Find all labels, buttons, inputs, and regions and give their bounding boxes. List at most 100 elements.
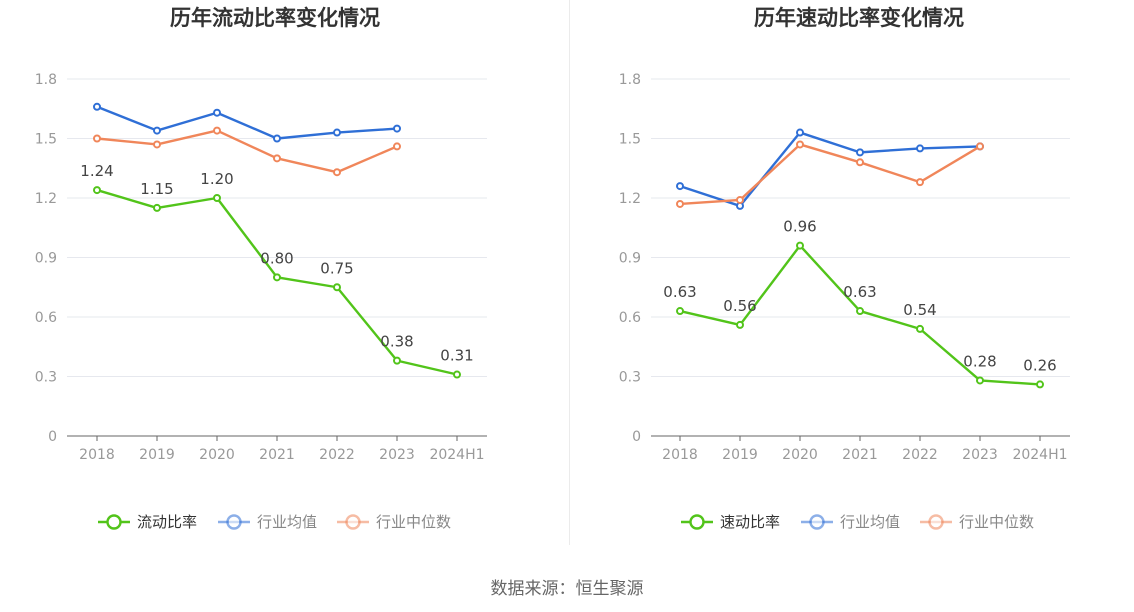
data-point xyxy=(333,283,341,292)
data-point xyxy=(976,376,984,385)
y-tick-label: 1.5 xyxy=(619,132,641,148)
legend-marker-icon xyxy=(809,514,825,530)
x-tick-label: 2020 xyxy=(199,447,235,463)
chart-title: 历年流动比率变化情况 xyxy=(170,6,380,30)
x-tick-label: 2020 xyxy=(782,447,818,463)
x-tick-label: 2019 xyxy=(139,447,175,463)
data-point xyxy=(333,168,341,177)
data-point xyxy=(916,144,924,153)
x-tick-label: 2019 xyxy=(722,447,758,463)
y-tick-label: 0 xyxy=(48,429,57,445)
chart-2: 历年速动比率变化情况 0 0.3 0.6 0.9 1.2 1.5 1.8 2018 2019 202… xyxy=(619,6,1070,531)
legend-item-1[interactable]: 速动比率 xyxy=(681,513,780,531)
data-point xyxy=(856,307,864,316)
data-point xyxy=(796,128,804,137)
data-label: 1.20 xyxy=(200,170,233,188)
y-tick-label: 0.6 xyxy=(619,310,641,326)
x-tick-label: 2018 xyxy=(662,447,698,463)
data-point xyxy=(153,140,161,149)
data-label: 0.63 xyxy=(663,283,696,301)
data-point xyxy=(213,194,221,202)
data-point xyxy=(796,241,804,250)
data-point xyxy=(676,182,684,191)
data-point xyxy=(213,108,221,117)
x-tick-label: 2021 xyxy=(259,447,295,463)
legend-item-3[interactable]: 行业中位数 xyxy=(337,513,451,531)
data-point xyxy=(796,140,804,149)
x-tick-label: 2024H1 xyxy=(429,447,484,463)
data-point xyxy=(273,273,281,282)
legend-label: 行业均值 xyxy=(257,513,317,531)
legend-label: 行业中位数 xyxy=(376,513,451,531)
data-point xyxy=(93,102,101,111)
y-tick-label: 0.3 xyxy=(35,370,57,386)
x-tick-label: 2024H1 xyxy=(1012,447,1067,463)
data-label: 1.15 xyxy=(140,180,173,198)
series-line-2 xyxy=(96,105,398,140)
data-label: 0.26 xyxy=(1023,356,1056,374)
data-point xyxy=(453,370,461,379)
legend-marker-icon xyxy=(928,514,944,530)
data-label: 1.24 xyxy=(80,162,113,180)
legend-label: 速动比率 xyxy=(720,513,780,531)
data-point xyxy=(333,128,341,137)
data-point xyxy=(273,154,281,163)
y-tick-label: 0.9 xyxy=(35,251,57,267)
y-tick-label: 1.8 xyxy=(619,72,641,88)
legend-label: 行业中位数 xyxy=(959,513,1034,531)
data-point xyxy=(393,356,401,365)
legend-item-2[interactable]: 行业均值 xyxy=(218,513,317,531)
data-label: 0.38 xyxy=(380,333,413,351)
y-tick-label: 0.9 xyxy=(619,251,641,267)
legend-marker-icon xyxy=(226,514,242,530)
data-point xyxy=(856,158,864,167)
legend-label: 流动比率 xyxy=(137,513,197,531)
y-tick-label: 1.2 xyxy=(35,191,57,207)
y-tick-label: 0 xyxy=(632,429,641,445)
data-point xyxy=(736,195,744,204)
data-label: 0.96 xyxy=(783,218,816,236)
data-point xyxy=(93,134,101,143)
data-point xyxy=(393,124,401,133)
legend-marker-icon xyxy=(689,514,705,530)
data-point xyxy=(736,320,744,329)
y-tick-label: 1.2 xyxy=(619,191,641,207)
y-tick-label: 1.8 xyxy=(35,72,57,88)
legend-marker-icon xyxy=(345,514,361,530)
data-label: 0.54 xyxy=(903,301,936,319)
data-point xyxy=(976,142,984,151)
data-point xyxy=(676,199,684,208)
data-label: 0.56 xyxy=(723,297,756,315)
series-line-2 xyxy=(679,131,981,208)
data-point xyxy=(93,186,101,195)
x-tick-label: 2023 xyxy=(962,447,998,463)
legend-item-2[interactable]: 行业均值 xyxy=(801,513,900,531)
data-label: 0.63 xyxy=(843,283,876,301)
data-point xyxy=(916,324,924,333)
data-source-note: 数据来源：恒生聚源 xyxy=(490,579,644,599)
y-tick-label: 0.6 xyxy=(35,310,57,326)
data-label: 0.31 xyxy=(440,347,473,365)
series-line-3 xyxy=(96,129,398,174)
x-tick-label: 2021 xyxy=(842,447,878,463)
y-tick-label: 0.3 xyxy=(619,370,641,386)
legend-item-1[interactable]: 流动比率 xyxy=(98,513,197,531)
legend-marker-icon xyxy=(106,514,122,530)
chart-divider xyxy=(569,0,570,545)
data-point xyxy=(856,148,864,157)
data-point xyxy=(213,126,221,135)
data-point xyxy=(153,203,161,212)
chart-1: 历年流动比率变化情况 0 0.3 0.6 0.9 1.2 1.5 1.8 2018 2019 202… xyxy=(35,6,487,531)
data-point xyxy=(1036,380,1044,389)
data-label: 0.28 xyxy=(963,352,996,370)
legend-label: 行业均值 xyxy=(840,513,900,531)
legend-item-3[interactable]: 行业中位数 xyxy=(920,513,1034,531)
data-label: 0.80 xyxy=(260,249,293,267)
x-tick-label: 2023 xyxy=(379,447,415,463)
y-tick-label: 1.5 xyxy=(35,132,57,148)
x-tick-label: 2022 xyxy=(319,447,355,463)
x-tick-label: 2022 xyxy=(902,447,938,463)
x-tick-label: 2018 xyxy=(79,447,115,463)
series-line-3 xyxy=(679,143,981,206)
data-point xyxy=(676,307,684,316)
